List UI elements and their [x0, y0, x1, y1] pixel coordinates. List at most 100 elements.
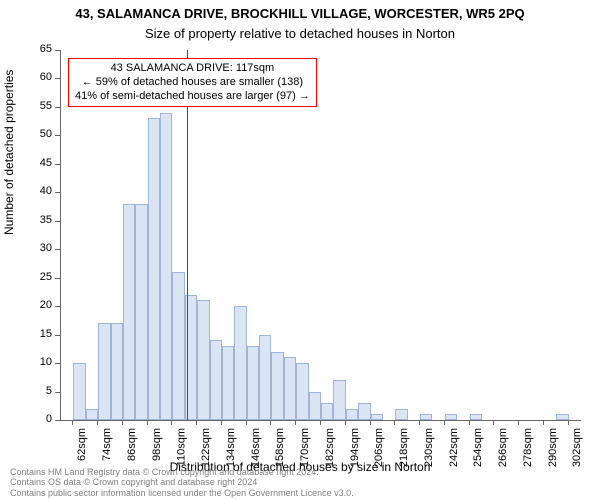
histogram-bar: [309, 392, 321, 420]
x-tick-mark: [196, 420, 197, 425]
x-tick-label: 182sqm: [324, 428, 336, 467]
histogram-bar: [333, 380, 345, 420]
y-tick-label: 10: [28, 356, 52, 368]
histogram-bar: [371, 414, 383, 420]
histogram-bar: [247, 346, 259, 420]
histogram-bar: [234, 306, 246, 420]
footer-line-2: Contains OS data © Crown copyright and d…: [10, 477, 354, 487]
x-tick-label: 230sqm: [423, 428, 435, 467]
x-tick-mark: [345, 420, 346, 425]
histogram-bar: [123, 204, 135, 420]
footer-line-3: Contains public sector information licen…: [10, 488, 354, 498]
y-tick-mark: [55, 135, 60, 136]
histogram-bar: [197, 300, 209, 420]
histogram-bar: [358, 403, 370, 420]
x-tick-mark: [171, 420, 172, 425]
y-tick-mark: [55, 392, 60, 393]
x-tick-label: 158sqm: [274, 428, 286, 467]
annotation-box: 43 SALAMANCA DRIVE: 117sqm← 59% of detac…: [68, 58, 317, 107]
y-tick-mark: [55, 420, 60, 421]
y-tick-label: 45: [28, 157, 52, 169]
x-tick-label: 218sqm: [398, 428, 410, 467]
x-tick-label: 110sqm: [175, 428, 187, 466]
histogram-bar: [73, 363, 85, 420]
annotation-line-3: 41% of semi-detached houses are larger (…: [75, 90, 310, 104]
x-tick-label: 98sqm: [151, 428, 163, 461]
y-tick-label: 35: [28, 214, 52, 226]
x-tick-mark: [97, 420, 98, 425]
y-tick-label: 20: [28, 299, 52, 311]
x-tick-mark: [221, 420, 222, 425]
x-tick-label: 242sqm: [448, 428, 460, 467]
y-axis-label: Number of detached properties: [2, 70, 16, 235]
y-tick-label: 50: [28, 128, 52, 140]
histogram-bar: [395, 409, 407, 420]
x-tick-mark: [444, 420, 445, 425]
y-tick-mark: [55, 278, 60, 279]
x-tick-label: 254sqm: [473, 428, 485, 467]
y-tick-mark: [55, 306, 60, 307]
attribution-footer: Contains HM Land Registry data © Crown c…: [10, 467, 354, 498]
annotation-line-1: 43 SALAMANCA DRIVE: 117sqm: [75, 62, 310, 76]
x-tick-label: 134sqm: [225, 428, 237, 467]
histogram-bar: [420, 414, 432, 420]
x-tick-label: 74sqm: [101, 428, 113, 461]
histogram-bar: [160, 113, 172, 420]
footer-line-1: Contains HM Land Registry data © Crown c…: [10, 467, 354, 477]
x-tick-label: 62sqm: [76, 428, 88, 461]
x-tick-mark: [320, 420, 321, 425]
histogram-bar: [172, 272, 184, 420]
histogram-bar: [135, 204, 147, 420]
x-tick-mark: [394, 420, 395, 425]
chart-title-line2: Size of property relative to detached ho…: [0, 26, 600, 41]
y-tick-label: 40: [28, 185, 52, 197]
y-tick-mark: [55, 335, 60, 336]
y-tick-label: 5: [28, 385, 52, 397]
x-tick-label: 146sqm: [250, 428, 262, 467]
histogram-bar: [148, 118, 160, 420]
y-tick-mark: [55, 363, 60, 364]
histogram-bar: [271, 352, 283, 420]
x-tick-mark: [419, 420, 420, 425]
histogram-bar: [259, 335, 271, 420]
y-tick-label: 25: [28, 271, 52, 283]
y-tick-label: 0: [28, 413, 52, 425]
histogram-bar: [445, 414, 457, 420]
x-tick-mark: [295, 420, 296, 425]
histogram-bar: [321, 403, 333, 420]
chart-title-line1: 43, SALAMANCA DRIVE, BROCKHILL VILLAGE, …: [0, 6, 600, 21]
y-tick-label: 60: [28, 71, 52, 83]
x-tick-label: 170sqm: [299, 428, 311, 467]
y-tick-mark: [55, 78, 60, 79]
x-tick-mark: [370, 420, 371, 425]
y-tick-mark: [55, 164, 60, 165]
y-tick-mark: [55, 249, 60, 250]
y-tick-label: 15: [28, 328, 52, 340]
x-tick-mark: [568, 420, 569, 425]
histogram-bar: [98, 323, 110, 420]
x-tick-label: 302sqm: [572, 428, 584, 467]
x-tick-mark: [246, 420, 247, 425]
x-tick-mark: [518, 420, 519, 425]
histogram-bar: [210, 340, 222, 420]
histogram-bar: [222, 346, 234, 420]
histogram-bar: [470, 414, 482, 420]
histogram-bar: [296, 363, 308, 420]
annotation-line-2: ← 59% of detached houses are smaller (13…: [75, 76, 310, 90]
x-tick-label: 278sqm: [522, 428, 534, 467]
histogram-bar: [284, 357, 296, 420]
x-tick-label: 266sqm: [497, 428, 509, 467]
y-tick-label: 55: [28, 100, 52, 112]
x-tick-label: 194sqm: [349, 428, 361, 467]
x-tick-mark: [469, 420, 470, 425]
x-tick-mark: [493, 420, 494, 425]
y-tick-mark: [55, 192, 60, 193]
x-tick-label: 122sqm: [200, 428, 212, 467]
histogram-bar: [111, 323, 123, 420]
y-tick-mark: [55, 221, 60, 222]
x-tick-label: 86sqm: [126, 428, 138, 461]
histogram-bar: [346, 409, 358, 420]
x-tick-label: 206sqm: [374, 428, 386, 467]
y-tick-label: 30: [28, 242, 52, 254]
x-tick-mark: [147, 420, 148, 425]
